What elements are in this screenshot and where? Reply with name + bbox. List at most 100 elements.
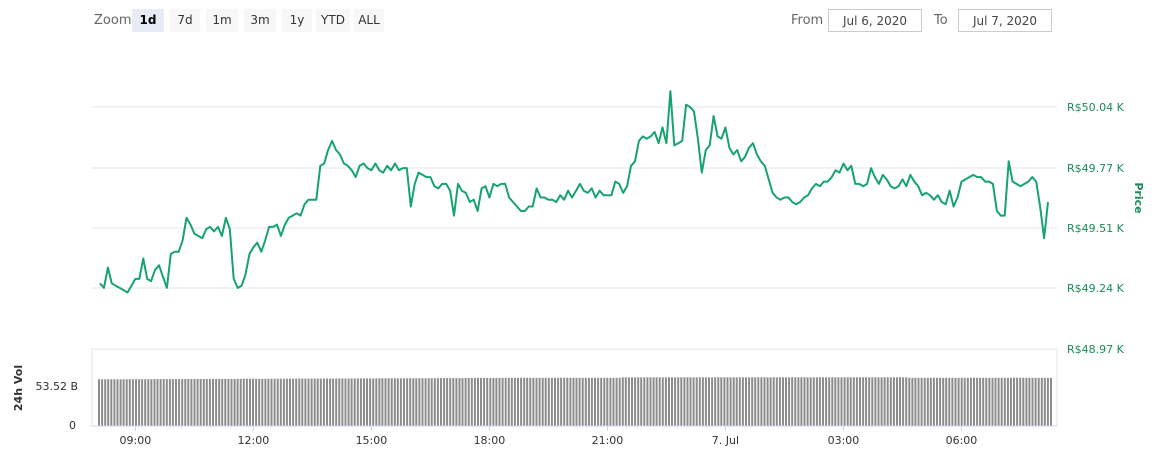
zoom-label: Zoom — [94, 13, 132, 28]
volume-bar — [273, 378, 276, 426]
volume-bar — [889, 377, 892, 426]
volume-bar — [529, 377, 532, 426]
zoom-ytd-button[interactable]: YTD — [316, 9, 350, 32]
volume-bar — [822, 377, 824, 426]
price-tick-label: R$49.24 K — [1067, 282, 1125, 295]
volume-bar — [692, 377, 695, 426]
volume-bar — [409, 378, 412, 426]
volume-bar — [230, 378, 233, 426]
volume-bar — [905, 377, 908, 426]
volume-bar — [464, 378, 467, 426]
volume-bar — [131, 379, 134, 426]
zoom-7d-button[interactable]: 7d — [170, 9, 200, 32]
volume-bar — [122, 379, 125, 426]
volume-bar — [526, 377, 529, 426]
volume-bar — [424, 378, 427, 426]
volume-bar — [446, 378, 449, 426]
volume-bar — [985, 377, 988, 426]
volume-bar — [920, 377, 923, 426]
zoom-1y-button[interactable]: 1y — [282, 9, 312, 32]
volume-bar — [612, 377, 615, 426]
volume-bar — [729, 377, 732, 426]
volume-bar — [837, 377, 840, 426]
volume-bar — [1016, 377, 1019, 426]
volume-bar — [621, 377, 624, 426]
volume-bar — [344, 378, 347, 426]
volume-bar — [720, 377, 723, 426]
volume-bar — [615, 377, 618, 426]
volume-tick-label: 0 — [69, 419, 76, 432]
volume-bar — [406, 378, 409, 426]
volume-bar — [399, 378, 402, 426]
volume-bar — [948, 377, 951, 426]
volume-bar — [945, 377, 948, 426]
volume-bar — [492, 377, 495, 426]
volume-bar — [871, 377, 874, 426]
volume-bar — [627, 377, 630, 426]
volume-bar — [255, 378, 258, 426]
volume-bar — [295, 378, 298, 426]
volume-bar — [135, 379, 137, 426]
to-date-input[interactable] — [958, 9, 1052, 32]
volume-bar — [951, 377, 954, 426]
volume-bar — [110, 379, 113, 426]
volume-bar — [168, 379, 171, 426]
volume-bar — [264, 378, 267, 426]
from-date-input[interactable] — [828, 9, 922, 32]
volume-bar — [865, 377, 868, 426]
volume-bar — [757, 377, 760, 426]
zoom-all-button[interactable]: ALL — [354, 9, 384, 32]
volume-bar — [440, 378, 442, 426]
volume-bar — [279, 378, 282, 426]
volume-bar — [643, 377, 646, 426]
volume-bar — [101, 379, 104, 426]
volume-bar — [606, 377, 609, 426]
volume-bar — [387, 378, 390, 426]
volume-bar — [415, 378, 418, 426]
volume-bar — [846, 377, 849, 426]
volume-bar — [911, 377, 914, 426]
volume-bar — [190, 379, 193, 426]
volume-bar — [544, 377, 547, 426]
volume-bar — [652, 377, 655, 426]
price-tick-label: R$48.97 K — [1067, 343, 1125, 356]
volume-bar — [745, 377, 747, 426]
volume-bar — [535, 377, 538, 426]
volume-bar — [664, 377, 667, 426]
volume-bar — [794, 377, 797, 426]
volume-bar — [270, 378, 273, 426]
from-label: From — [791, 13, 824, 28]
volume-bar — [862, 377, 865, 426]
volume-bar — [803, 377, 806, 426]
volume-bar — [184, 379, 187, 426]
volume-bars — [98, 377, 1052, 426]
volume-bar — [495, 377, 498, 426]
volume-bar — [581, 377, 584, 426]
volume-bar — [107, 379, 110, 426]
volume-bar — [991, 377, 994, 426]
volume-bar — [957, 377, 960, 426]
volume-bar — [326, 378, 328, 426]
zoom-1d-button[interactable]: 1d — [132, 9, 164, 32]
volume-bar — [1043, 377, 1046, 426]
volume-bar — [171, 379, 174, 426]
volume-bar — [852, 377, 855, 426]
volume-bar — [193, 379, 196, 426]
volume-bar — [384, 378, 387, 426]
volume-bar — [760, 377, 763, 426]
volume-bar — [470, 378, 473, 426]
volume-bar — [960, 377, 963, 426]
volume-bar — [929, 377, 932, 426]
volume-bar — [292, 378, 295, 426]
volume-bar — [674, 377, 677, 426]
volume-bar — [310, 378, 313, 426]
zoom-3m-button[interactable]: 3m — [244, 9, 276, 32]
volume-bar — [239, 378, 242, 426]
volume-bar — [563, 377, 566, 426]
zoom-1m-button[interactable]: 1m — [206, 9, 238, 32]
volume-bar — [877, 377, 880, 426]
volume-bar — [880, 377, 883, 426]
volume-bar — [181, 379, 184, 426]
volume-bar — [939, 377, 942, 426]
volume-bar — [156, 379, 159, 426]
